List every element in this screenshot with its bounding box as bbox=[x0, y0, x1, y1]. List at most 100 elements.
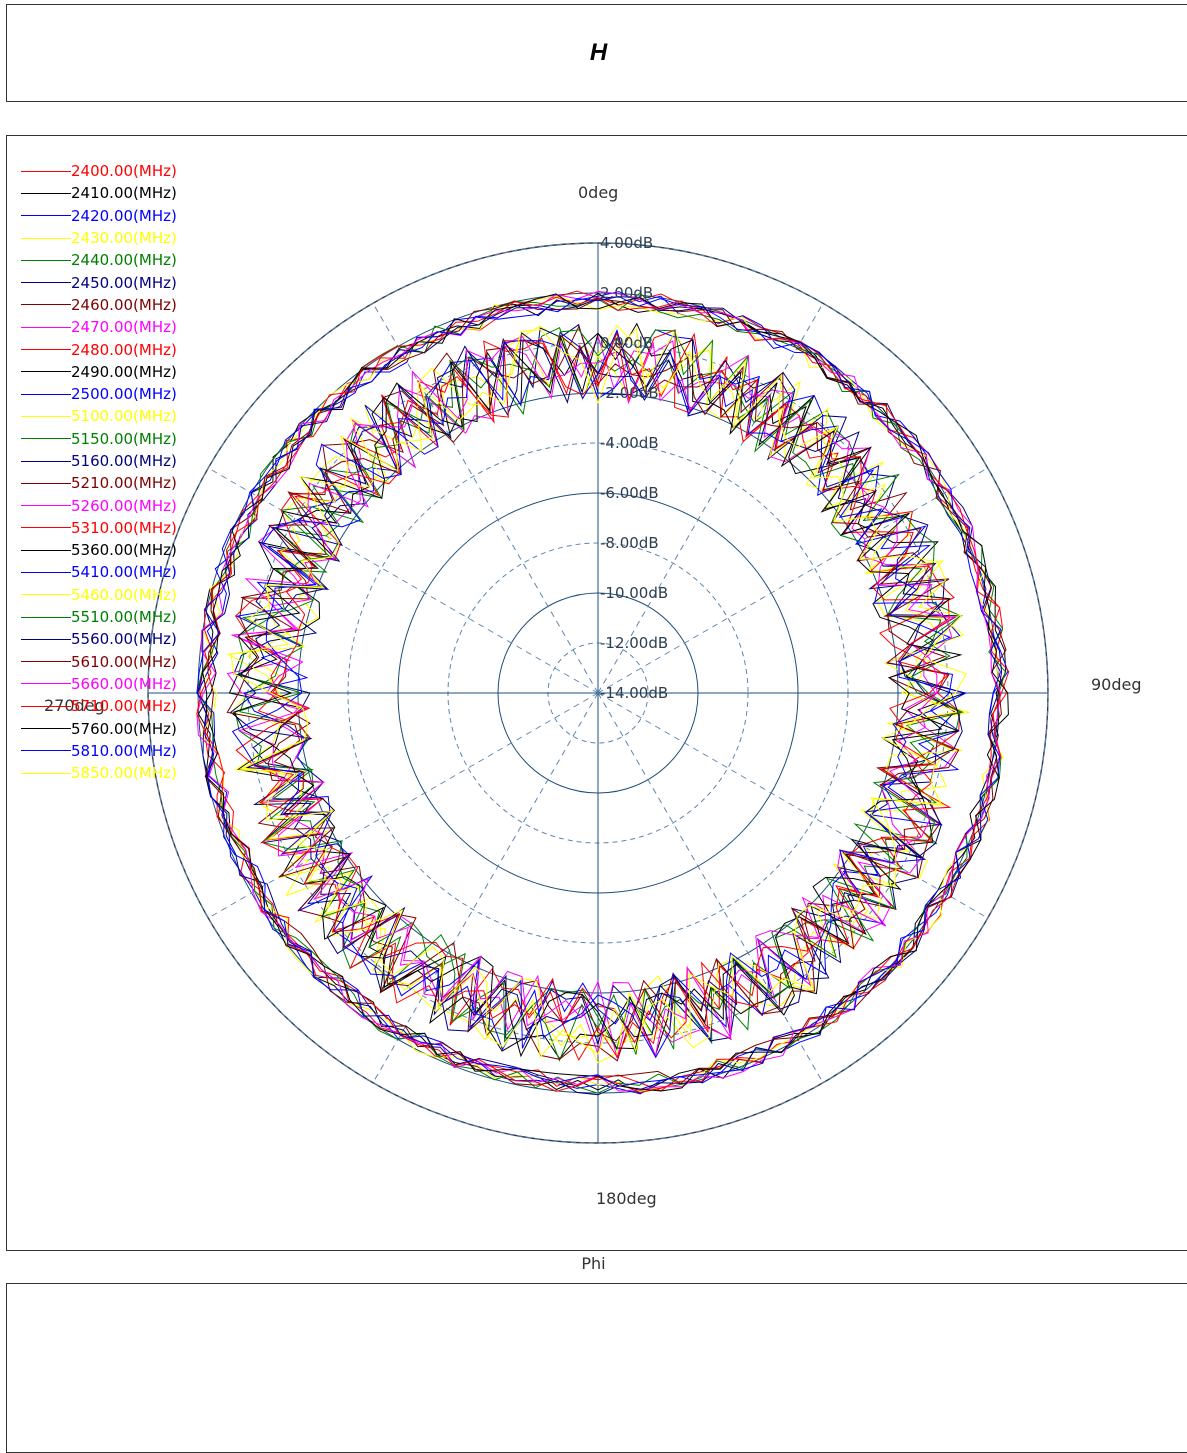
radial-tick-label: -6.00dB bbox=[600, 484, 659, 502]
legend-item: 5150.00(MHz) bbox=[21, 428, 177, 450]
grid-spoke bbox=[208, 692, 599, 919]
legend-label: 5460.00(MHz) bbox=[71, 585, 177, 604]
legend-swatch bbox=[21, 683, 71, 685]
legend-label: 5410.00(MHz) bbox=[71, 563, 177, 582]
legend-label: 2430.00(MHz) bbox=[71, 229, 177, 248]
legend-swatch bbox=[21, 616, 71, 618]
legend-label: 5560.00(MHz) bbox=[71, 630, 177, 649]
legend-label: 5660.00(MHz) bbox=[71, 674, 177, 693]
legend-item: 2490.00(MHz) bbox=[21, 361, 177, 383]
series-trace bbox=[196, 290, 1002, 1092]
legend-item: 5560.00(MHz) bbox=[21, 628, 177, 650]
legend-item: 2430.00(MHz) bbox=[21, 227, 177, 249]
series-trace bbox=[232, 335, 955, 1059]
legend-swatch bbox=[21, 326, 71, 328]
legend-swatch bbox=[21, 349, 71, 351]
legend-label: 2460.00(MHz) bbox=[71, 295, 177, 314]
series-trace bbox=[232, 332, 963, 1058]
legend-item: 5850.00(MHz) bbox=[21, 762, 177, 784]
series-trace bbox=[235, 329, 961, 1049]
series-trace bbox=[239, 325, 962, 1042]
grid-spoke bbox=[597, 467, 988, 694]
legend-swatch bbox=[21, 661, 71, 663]
legend-label: 5210.00(MHz) bbox=[71, 474, 177, 493]
radial-tick-label: -12.00dB bbox=[600, 634, 668, 652]
legend-item: 5660.00(MHz) bbox=[21, 673, 177, 695]
series-trace bbox=[202, 293, 1009, 1092]
radial-tick-label: -2.00dB bbox=[600, 384, 659, 402]
legend-swatch bbox=[21, 505, 71, 507]
legend-swatch bbox=[21, 594, 71, 596]
legend-swatch bbox=[21, 728, 71, 730]
series-trace bbox=[196, 296, 1002, 1087]
legend-label: 2490.00(MHz) bbox=[71, 362, 177, 381]
legend-item: 5760.00(MHz) bbox=[21, 717, 177, 739]
legend-item: 2410.00(MHz) bbox=[21, 182, 177, 204]
legend-swatch bbox=[21, 304, 71, 306]
grid-spoke bbox=[208, 467, 599, 694]
legend-item: 5310.00(MHz) bbox=[21, 517, 177, 539]
legend-item: 5510.00(MHz) bbox=[21, 606, 177, 628]
legend-item: 5810.00(MHz) bbox=[21, 740, 177, 762]
legend-swatch bbox=[21, 259, 71, 261]
legend-item: 2460.00(MHz) bbox=[21, 294, 177, 316]
series-trace bbox=[235, 329, 961, 1044]
legend-swatch bbox=[21, 482, 71, 484]
legend-label: 2470.00(MHz) bbox=[71, 318, 177, 337]
legend-label: 2400.00(MHz) bbox=[71, 162, 177, 181]
legend-swatch bbox=[21, 192, 71, 194]
radial-tick-label: 2.00dB bbox=[600, 284, 653, 302]
radial-tick-label: 0.00dB bbox=[600, 334, 653, 352]
legend-label: 5310.00(MHz) bbox=[71, 518, 177, 537]
grid-spoke bbox=[597, 692, 988, 919]
legend-item: 5360.00(MHz) bbox=[21, 539, 177, 561]
series-trace bbox=[229, 331, 963, 1038]
legend-label: 2500.00(MHz) bbox=[71, 385, 177, 404]
legend-swatch bbox=[21, 772, 71, 774]
legend-swatch bbox=[21, 170, 71, 172]
legend-label: 5510.00(MHz) bbox=[71, 608, 177, 627]
legend-label: 5850.00(MHz) bbox=[71, 764, 177, 783]
radial-tick-label: -4.00dB bbox=[600, 434, 659, 452]
legend-item: 5260.00(MHz) bbox=[21, 494, 177, 516]
grid-spoke bbox=[597, 303, 824, 694]
series-trace bbox=[197, 296, 1003, 1096]
legend-label: 2440.00(MHz) bbox=[71, 251, 177, 270]
radial-tick-label: 4.00dB bbox=[600, 234, 653, 252]
grid-spoke bbox=[372, 692, 599, 1083]
legend-label: 5160.00(MHz) bbox=[71, 452, 177, 470]
title-panel: H bbox=[6, 4, 1187, 102]
legend-item: 5610.00(MHz) bbox=[21, 651, 177, 673]
legend-label: 2410.00(MHz) bbox=[71, 184, 177, 203]
legend-item: 2480.00(MHz) bbox=[21, 338, 177, 360]
legend-item: 2420.00(MHz) bbox=[21, 205, 177, 227]
legend-item: 5210.00(MHz) bbox=[21, 472, 177, 494]
legend-label: 5710.00(MHz) bbox=[71, 697, 177, 716]
series-trace bbox=[226, 334, 959, 1057]
legend-label: 5760.00(MHz) bbox=[71, 719, 177, 738]
legend-swatch bbox=[21, 638, 71, 640]
series-trace bbox=[226, 334, 960, 1062]
legend-item: 2440.00(MHz) bbox=[21, 249, 177, 271]
grid-spoke bbox=[372, 303, 599, 694]
series-trace bbox=[196, 296, 1010, 1094]
legend-item: 2450.00(MHz) bbox=[21, 271, 177, 293]
legend-label: 2480.00(MHz) bbox=[71, 340, 177, 359]
legend-swatch bbox=[21, 750, 71, 752]
legend-label: 5810.00(MHz) bbox=[71, 741, 177, 760]
legend-label: 2450.00(MHz) bbox=[71, 273, 177, 292]
legend-label: 2420.00(MHz) bbox=[71, 206, 177, 225]
legend-item: 2470.00(MHz) bbox=[21, 316, 177, 338]
legend-swatch bbox=[21, 371, 71, 373]
angle-label: 90deg bbox=[1091, 675, 1142, 694]
legend-item: 5460.00(MHz) bbox=[21, 584, 177, 606]
legend-swatch bbox=[21, 549, 71, 551]
series-trace bbox=[231, 328, 968, 1059]
legend-item: 2400.00(MHz) bbox=[21, 160, 177, 182]
series-trace bbox=[199, 290, 1008, 1092]
radial-tick-label: -14.00dB bbox=[600, 684, 668, 702]
legend-label: 5100.00(MHz) bbox=[71, 407, 177, 426]
legend-swatch bbox=[21, 393, 71, 395]
legend-swatch bbox=[21, 705, 71, 707]
angle-label: 180deg bbox=[596, 1189, 657, 1208]
